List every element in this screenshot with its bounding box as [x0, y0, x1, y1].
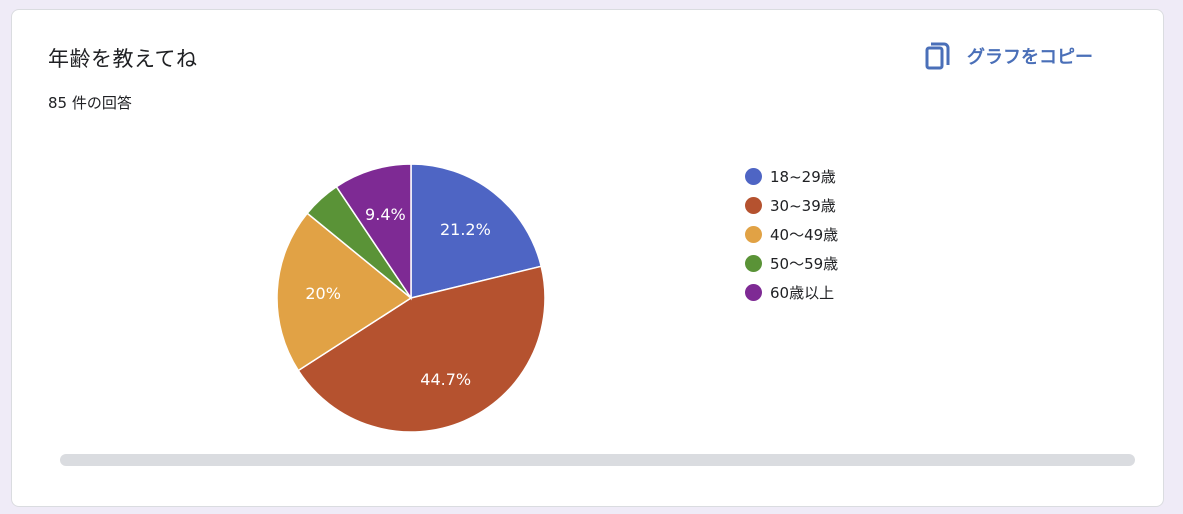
pie-slice-label-1: 44.7% [420, 370, 471, 389]
legend-swatch-0 [745, 168, 762, 185]
legend-label-0: 18~29歳 [770, 168, 836, 186]
legend-label-3: 50〜59歳 [770, 255, 839, 273]
legend-label-4: 60歳以上 [770, 284, 835, 302]
pie-slice-label-4: 9.4% [365, 205, 406, 224]
legend-swatch-3 [745, 255, 762, 272]
pie-slice-label-2: 20% [305, 284, 341, 303]
pie-slice-1[interactable] [297, 265, 546, 433]
legend-item-4: 60歳以上 [745, 278, 838, 307]
response-count: 85 件の回答 [48, 94, 132, 112]
legend-item-3: 50〜59歳 [745, 249, 838, 278]
pie-chart: 21.2% 44.7% 20% 9.4% [276, 163, 546, 433]
legend-item-0: 18~29歳 [745, 162, 838, 191]
horizontal-scrollbar[interactable] [60, 454, 1135, 466]
legend-swatch-4 [745, 284, 762, 301]
chart-legend: 18~29歳 30~39歳 40〜49歳 50〜59歳 60歳以上 [745, 162, 838, 307]
legend-swatch-1 [745, 197, 762, 214]
pie-slice-label-0: 21.2% [440, 220, 491, 239]
copy-chart-label: グラフをコピー [967, 47, 1093, 68]
legend-label-1: 30~39歳 [770, 197, 836, 215]
pie-slice-0[interactable] [410, 163, 543, 299]
legend-swatch-2 [745, 226, 762, 243]
copy-icon [925, 42, 950, 70]
legend-label-2: 40〜49歳 [770, 226, 839, 244]
legend-item-2: 40〜49歳 [745, 220, 838, 249]
pie-slice-2[interactable] [276, 212, 413, 372]
question-title: 年齢を教えてね [48, 47, 198, 71]
chart-card: 年齢を教えてね 85 件の回答 グラフをコピー 21.2% 44.7% 20% 9.4… [11, 9, 1164, 507]
copy-chart-button[interactable]: グラフをコピー [925, 38, 1099, 74]
pie-slice-4[interactable] [335, 163, 412, 301]
legend-item-1: 30~39歳 [745, 191, 838, 220]
